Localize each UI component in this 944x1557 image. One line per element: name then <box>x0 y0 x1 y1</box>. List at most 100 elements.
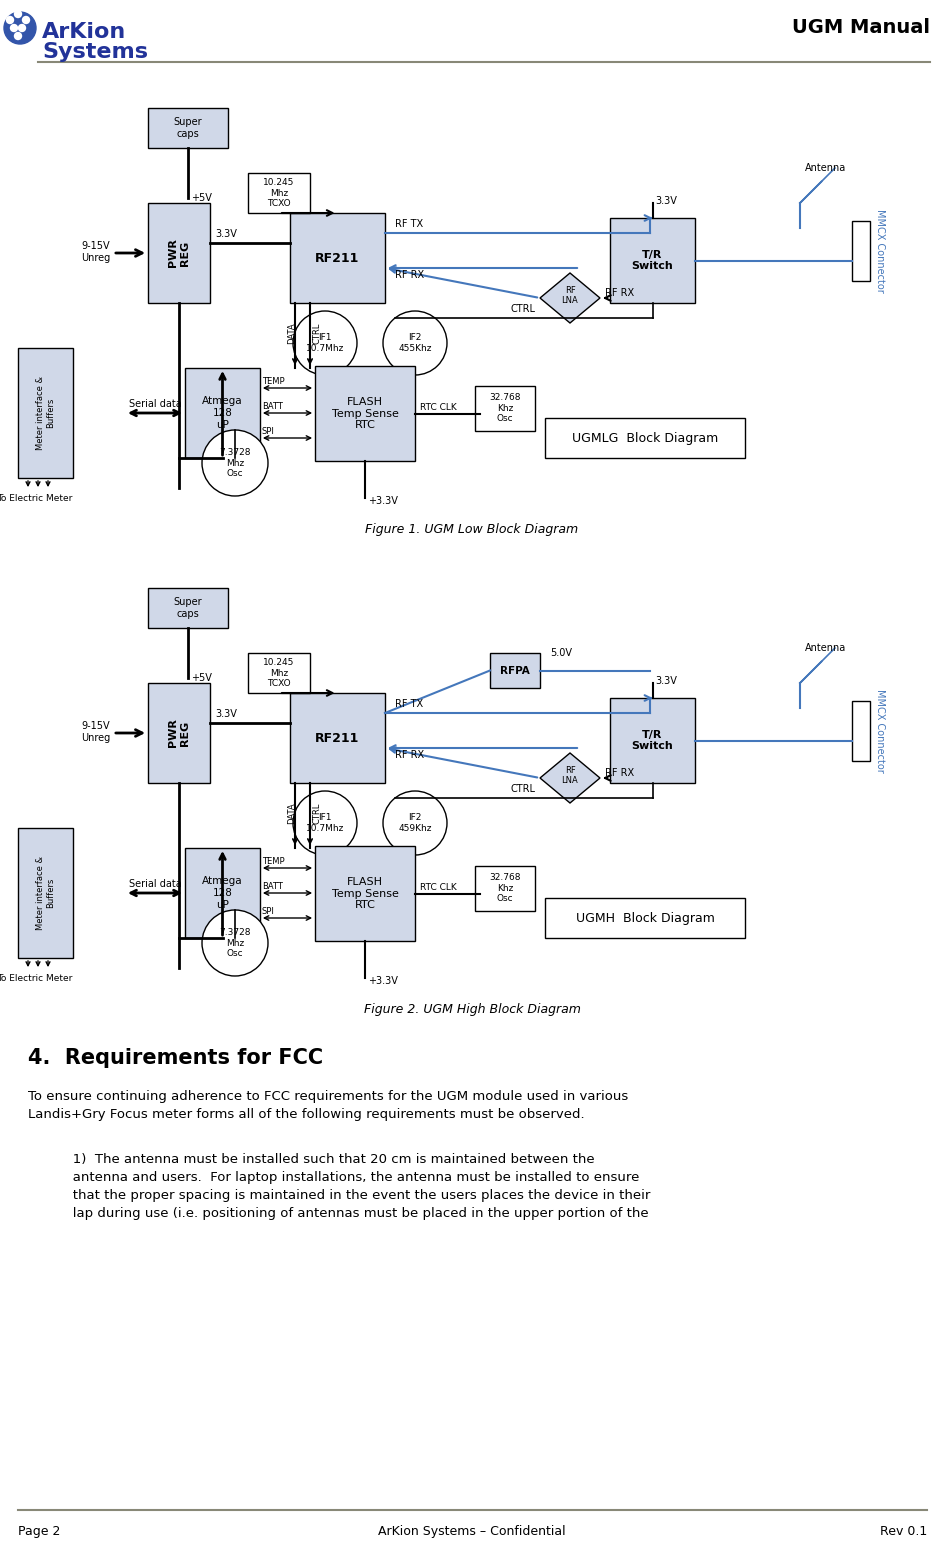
Text: DATA: DATA <box>287 802 295 824</box>
Text: RFPA: RFPA <box>499 665 530 676</box>
FancyBboxPatch shape <box>490 652 539 688</box>
Text: Antenna: Antenna <box>804 643 846 652</box>
Text: BATT: BATT <box>261 881 282 891</box>
Text: 7.3728
Mhz
Osc: 7.3728 Mhz Osc <box>219 928 250 958</box>
FancyBboxPatch shape <box>290 213 384 304</box>
Text: RF TX: RF TX <box>395 699 423 708</box>
Text: DATA: DATA <box>287 322 295 344</box>
Text: 7.3728
Mhz
Osc: 7.3728 Mhz Osc <box>219 448 250 478</box>
Text: MMCX Connector: MMCX Connector <box>874 690 885 772</box>
Text: To Electric Meter: To Electric Meter <box>0 975 73 982</box>
Text: 9-15V
Unreg: 9-15V Unreg <box>80 721 110 743</box>
Text: CTRL: CTRL <box>510 785 535 794</box>
Text: UGMH  Block Diagram: UGMH Block Diagram <box>575 911 714 925</box>
Text: UGM Manual: UGM Manual <box>791 19 929 37</box>
Text: +3.3V: +3.3V <box>367 976 397 986</box>
FancyBboxPatch shape <box>247 173 310 213</box>
FancyBboxPatch shape <box>185 849 260 937</box>
Circle shape <box>7 17 13 23</box>
Text: ArKion: ArKion <box>42 22 126 42</box>
Text: Systems: Systems <box>42 42 148 62</box>
FancyBboxPatch shape <box>610 698 694 783</box>
Text: RF RX: RF RX <box>604 288 633 297</box>
Circle shape <box>382 311 447 375</box>
Circle shape <box>4 12 36 44</box>
Text: Rev 0.1: Rev 0.1 <box>879 1524 926 1538</box>
FancyBboxPatch shape <box>314 366 414 461</box>
Text: 32.768
Khz
Osc: 32.768 Khz Osc <box>489 873 520 903</box>
Text: LNA: LNA <box>561 775 578 785</box>
Text: 3.3V: 3.3V <box>215 708 237 719</box>
Text: RF211: RF211 <box>315 732 360 744</box>
FancyBboxPatch shape <box>148 107 228 148</box>
Text: TEMP: TEMP <box>261 377 284 386</box>
FancyBboxPatch shape <box>314 845 414 940</box>
Text: 32.768
Khz
Osc: 32.768 Khz Osc <box>489 392 520 424</box>
Circle shape <box>19 25 25 31</box>
Text: To ensure continuing adherence to FCC requirements for the UGM module used in va: To ensure continuing adherence to FCC re… <box>28 1090 628 1121</box>
Circle shape <box>202 430 268 497</box>
Text: 4.  Requirements for FCC: 4. Requirements for FCC <box>28 1048 323 1068</box>
Text: +5V: +5V <box>191 673 211 684</box>
Text: Page 2: Page 2 <box>18 1524 60 1538</box>
Text: To Electric Meter: To Electric Meter <box>0 494 73 503</box>
FancyBboxPatch shape <box>545 898 744 937</box>
Circle shape <box>23 17 29 23</box>
Text: Atmega
128
uP: Atmega 128 uP <box>202 877 243 909</box>
Text: T/R
Switch: T/R Switch <box>631 730 673 752</box>
Text: 3.3V: 3.3V <box>655 676 677 687</box>
Circle shape <box>382 791 447 855</box>
Text: Antenna: Antenna <box>804 163 846 173</box>
Text: 3.3V: 3.3V <box>215 229 237 240</box>
Text: Serial data: Serial data <box>128 399 181 409</box>
Circle shape <box>293 791 357 855</box>
FancyBboxPatch shape <box>148 684 210 783</box>
Text: LNA: LNA <box>561 296 578 305</box>
Text: CTRL: CTRL <box>312 322 321 344</box>
Text: SPI: SPI <box>261 427 275 436</box>
Circle shape <box>14 33 22 39</box>
Text: CTRL: CTRL <box>312 802 321 824</box>
Text: Meter interface &
Buffers: Meter interface & Buffers <box>36 856 55 930</box>
Text: FLASH
Temp Sense
RTC: FLASH Temp Sense RTC <box>331 877 398 911</box>
Text: 10.245
Mhz
TCXO: 10.245 Mhz TCXO <box>263 659 295 688</box>
FancyBboxPatch shape <box>18 349 73 478</box>
Text: Super
caps: Super caps <box>174 598 202 618</box>
Text: Figure 2. UGM High Block Diagram: Figure 2. UGM High Block Diagram <box>363 1003 580 1017</box>
Text: Meter interface &
Buffers: Meter interface & Buffers <box>36 375 55 450</box>
Text: RF: RF <box>564 766 575 774</box>
Text: UGMLG  Block Diagram: UGMLG Block Diagram <box>571 431 717 444</box>
Text: +5V: +5V <box>191 193 211 202</box>
Text: ArKion Systems – Confidential: ArKion Systems – Confidential <box>378 1524 565 1538</box>
Text: Super
caps: Super caps <box>174 117 202 139</box>
FancyBboxPatch shape <box>290 693 384 783</box>
Text: +3.3V: +3.3V <box>367 497 397 506</box>
Text: RF TX: RF TX <box>395 220 423 229</box>
Text: IF2
459Khz: IF2 459Khz <box>397 813 431 833</box>
FancyBboxPatch shape <box>475 386 534 431</box>
Text: IF1
10.7Mhz: IF1 10.7Mhz <box>306 333 344 353</box>
Text: RF RX: RF RX <box>395 269 424 280</box>
Text: PWR
REG: PWR REG <box>168 719 190 747</box>
Text: MMCX Connector: MMCX Connector <box>874 209 885 293</box>
Text: Serial data: Serial data <box>128 880 181 889</box>
FancyBboxPatch shape <box>185 367 260 458</box>
Text: 5.0V: 5.0V <box>549 648 571 659</box>
FancyBboxPatch shape <box>610 218 694 304</box>
FancyBboxPatch shape <box>851 221 869 280</box>
Text: Atmega
128
uP: Atmega 128 uP <box>202 397 243 430</box>
Polygon shape <box>539 272 599 322</box>
FancyBboxPatch shape <box>475 866 534 911</box>
Text: 3.3V: 3.3V <box>655 196 677 206</box>
Text: TEMP: TEMP <box>261 856 284 866</box>
Text: RF RX: RF RX <box>604 768 633 778</box>
Text: CTRL: CTRL <box>510 304 535 315</box>
Text: IF1
10.7Mhz: IF1 10.7Mhz <box>306 813 344 833</box>
Circle shape <box>10 25 18 31</box>
FancyBboxPatch shape <box>148 589 228 627</box>
Text: RTC CLK: RTC CLK <box>419 883 456 892</box>
Circle shape <box>14 11 22 17</box>
Text: 10.245
Mhz
TCXO: 10.245 Mhz TCXO <box>263 177 295 209</box>
FancyBboxPatch shape <box>18 828 73 958</box>
FancyBboxPatch shape <box>545 417 744 458</box>
